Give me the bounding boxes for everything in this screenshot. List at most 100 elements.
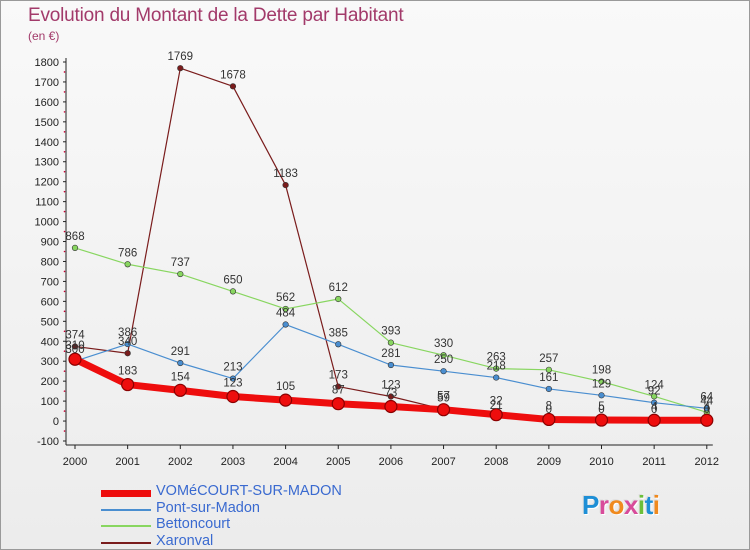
- data-label: 0: [546, 404, 552, 416]
- data-point: [598, 392, 605, 399]
- data-point: [173, 383, 187, 397]
- x-tick-label: 2005: [326, 456, 350, 468]
- y-tick-label: 1300: [35, 157, 59, 169]
- data-label: 281: [381, 348, 400, 360]
- data-point: [700, 413, 714, 427]
- data-point: [226, 389, 240, 404]
- legend-swatch: [101, 525, 151, 527]
- x-tick-label: 2011: [642, 456, 666, 468]
- data-label: 393: [381, 326, 400, 338]
- legend-swatch: [101, 489, 151, 497]
- x-tick-label: 2007: [431, 456, 455, 468]
- data-point: [440, 352, 447, 359]
- legend-swatch: [101, 508, 151, 511]
- data-point: [335, 341, 342, 348]
- data-label: 310: [65, 340, 84, 352]
- y-tick-label: 1400: [35, 137, 59, 149]
- data-label: 64: [700, 391, 713, 403]
- axes-group: -100010020030040050060070080090010001100…: [35, 57, 720, 468]
- y-tick-label: 1000: [35, 217, 59, 229]
- data-label: 73: [385, 387, 398, 399]
- data-label: 198: [592, 365, 611, 377]
- data-label: 124: [645, 379, 665, 391]
- y-tick-label: 1100: [35, 197, 59, 209]
- data-label: 385: [329, 327, 348, 339]
- legend-label: Xaronval: [156, 532, 214, 549]
- data-point: [436, 403, 451, 417]
- data-point: [651, 399, 658, 406]
- y-minor-tick: [63, 290, 66, 293]
- data-label: 257: [539, 353, 558, 365]
- data-label: 4: [651, 401, 658, 413]
- data-label: 123: [381, 380, 400, 392]
- data-label: 57: [437, 391, 450, 403]
- data-label: 562: [276, 292, 295, 304]
- data-point: [489, 408, 503, 422]
- y-tick-label: 900: [41, 237, 59, 249]
- y-minor-tick: [63, 410, 66, 412]
- data-label: 1183: [273, 168, 298, 180]
- y-minor-tick: [63, 430, 66, 432]
- data-point: [282, 305, 289, 313]
- data-point: [440, 368, 447, 375]
- y-tick-label: -100: [37, 436, 59, 448]
- y-tick-label: 1700: [35, 77, 59, 89]
- data-point: [651, 393, 658, 400]
- data-point: [121, 377, 135, 392]
- chart-subtitle: (en €): [28, 29, 60, 43]
- data-point: [335, 295, 342, 303]
- data-label: 1678: [220, 69, 246, 81]
- data-label: 4: [704, 401, 711, 413]
- data-point: [177, 359, 184, 367]
- y-tick-label: 1800: [35, 57, 59, 69]
- logo-letter: i: [652, 490, 660, 520]
- data-label: 173: [329, 370, 348, 382]
- data-point: [703, 405, 710, 412]
- y-tick-label: 1600: [35, 97, 59, 109]
- data-point: [598, 378, 605, 385]
- data-label: 484: [276, 308, 296, 320]
- legend-swatch: [101, 541, 151, 544]
- chart-title: Evolution du Montant de la Dette par Hab…: [28, 5, 404, 26]
- data-label: 59: [437, 392, 450, 404]
- data-point: [124, 340, 131, 348]
- data-label: 21: [490, 400, 503, 412]
- data-label: 32: [490, 396, 503, 408]
- data-label: 868: [65, 231, 84, 243]
- y-minor-tick: [63, 250, 66, 253]
- y-tick-label: 1500: [35, 117, 59, 129]
- y-tick-label: 200: [41, 376, 59, 388]
- data-point: [177, 270, 184, 278]
- series-group: [68, 65, 714, 427]
- data-point: [335, 383, 342, 390]
- data-point: [71, 343, 79, 350]
- y-minor-tick: [63, 370, 66, 372]
- data-label: 386: [118, 327, 137, 339]
- x-tick-label: 2012: [695, 456, 719, 468]
- proxiti-logo: Proxiti: [582, 490, 660, 521]
- data-label: 87: [332, 385, 345, 397]
- y-minor-tick: [63, 210, 66, 213]
- data-label: 1769: [168, 51, 194, 63]
- data-label: 330: [434, 338, 453, 350]
- x-tick-label: 2002: [168, 456, 192, 468]
- data-label: 8: [546, 400, 552, 412]
- data-label: 183: [118, 366, 137, 378]
- x-tick-label: 2008: [484, 456, 508, 468]
- data-label: 0: [651, 404, 657, 416]
- data-label: 786: [118, 247, 137, 259]
- y-minor-tick: [63, 91, 66, 93]
- data-point: [331, 397, 345, 411]
- data-point: [124, 350, 131, 357]
- data-point: [68, 352, 82, 366]
- data-label: 213: [223, 362, 242, 374]
- data-point: [177, 65, 184, 72]
- data-point: [493, 374, 500, 381]
- data-point: [387, 339, 395, 346]
- data-label: 291: [171, 346, 190, 358]
- data-label: 44: [700, 395, 713, 407]
- data-label: 218: [487, 361, 506, 373]
- y-tick-label: 800: [41, 256, 59, 268]
- data-point: [545, 366, 552, 373]
- y-minor-tick: [63, 131, 66, 133]
